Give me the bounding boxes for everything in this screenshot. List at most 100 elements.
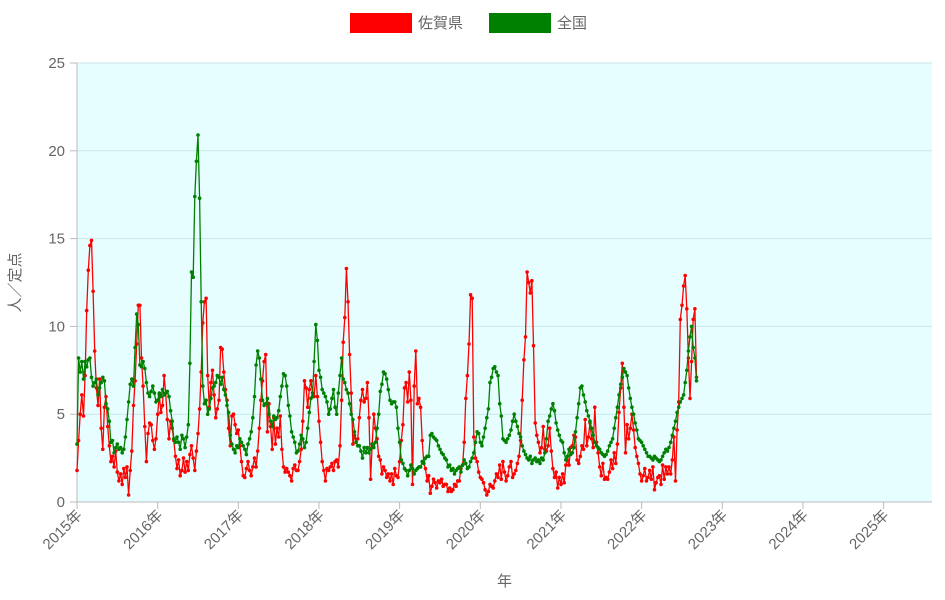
data-point (394, 405, 399, 410)
data-point (317, 419, 321, 424)
data-point (675, 410, 679, 415)
data-point (468, 459, 473, 464)
data-point (257, 356, 262, 360)
data-point (223, 393, 228, 397)
data-point (517, 431, 521, 436)
data-point (315, 338, 320, 343)
data-point (488, 380, 492, 385)
data-point (409, 463, 413, 467)
data-point (149, 422, 153, 427)
data-point (204, 296, 208, 301)
data-point (384, 475, 389, 480)
data-point (515, 461, 520, 466)
data-point (551, 466, 555, 471)
data-point (685, 368, 689, 373)
data-point (143, 424, 147, 429)
data-point (126, 400, 131, 404)
data-point (205, 412, 210, 417)
data-point (662, 477, 666, 482)
data-point (630, 405, 634, 410)
data-point (493, 365, 497, 369)
data-point (349, 391, 354, 395)
data-point (131, 384, 136, 388)
data-point (175, 466, 179, 471)
data-point (554, 421, 558, 425)
data-point (643, 447, 647, 452)
data-point (160, 403, 165, 408)
data-point (486, 489, 491, 494)
data-point (167, 394, 171, 399)
data-point (120, 451, 124, 455)
data-point (176, 458, 181, 462)
data-point (559, 482, 563, 487)
data-point (205, 373, 210, 378)
data-point (557, 475, 562, 480)
data-point (609, 440, 613, 445)
series-2 (75, 133, 699, 478)
data-point (322, 391, 326, 395)
data-point (283, 373, 287, 378)
data-point (667, 465, 671, 469)
data-point (84, 365, 89, 369)
x-tick-label: 2018年 (282, 507, 328, 553)
data-point (410, 466, 415, 471)
data-point (668, 440, 673, 445)
data-point (144, 380, 149, 385)
data-point (617, 393, 621, 397)
data-point (470, 296, 475, 301)
data-point (641, 473, 645, 478)
data-point (593, 440, 597, 445)
data-point (552, 475, 557, 480)
data-point (504, 440, 508, 445)
data-point (434, 438, 439, 443)
data-point (344, 266, 349, 271)
data-point (535, 433, 539, 438)
data-point (546, 419, 550, 424)
data-point (585, 408, 589, 413)
data-point (647, 468, 652, 473)
data-point (552, 408, 557, 413)
data-point (222, 370, 226, 374)
data-point (499, 414, 504, 418)
data-point (249, 430, 253, 434)
data-point (567, 463, 571, 467)
data-point (681, 284, 686, 288)
data-point (265, 430, 270, 434)
data-point (96, 393, 100, 397)
y-tick-label: 0 (57, 494, 65, 511)
data-point (210, 368, 215, 373)
data-point (464, 396, 468, 401)
data-point (165, 389, 170, 394)
y-axis-title: 人／定点 (7, 252, 24, 312)
data-point (464, 461, 468, 466)
data-point (636, 461, 641, 466)
data-point (576, 461, 581, 466)
data-point (133, 345, 137, 350)
data-point (362, 445, 367, 450)
data-point (457, 465, 462, 469)
data-point (570, 451, 575, 455)
data-point (99, 380, 103, 385)
data-point (268, 419, 273, 424)
data-point (263, 401, 268, 406)
data-point (193, 468, 197, 473)
data-point (149, 389, 153, 394)
data-point (628, 396, 633, 401)
data-point (115, 442, 120, 446)
data-point (75, 442, 79, 446)
data-point (380, 472, 384, 476)
data-point (688, 396, 692, 401)
data-point (75, 468, 79, 473)
x-tick-label: 2023年 (685, 507, 731, 553)
data-point (530, 461, 534, 466)
data-point (614, 415, 618, 420)
data-point (418, 465, 423, 469)
data-point (360, 387, 365, 392)
data-point (123, 475, 128, 480)
data-point (323, 394, 328, 399)
data-point (526, 458, 531, 462)
data-point (328, 407, 333, 411)
data-point (347, 401, 352, 406)
data-point (92, 349, 97, 353)
data-point (343, 315, 347, 320)
